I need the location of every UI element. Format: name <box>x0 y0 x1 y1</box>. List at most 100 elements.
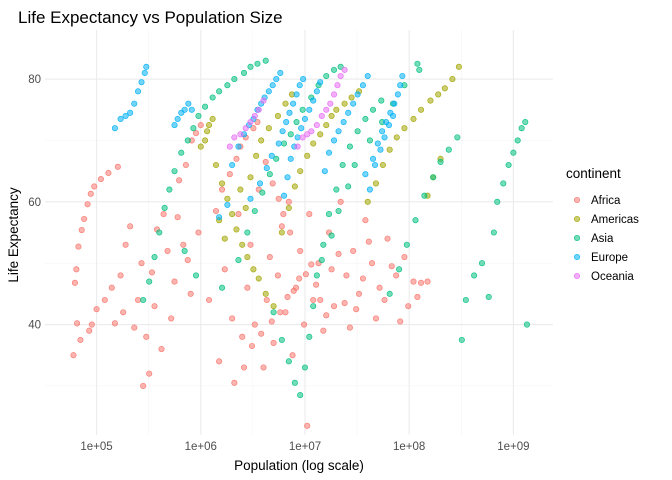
data-point <box>300 76 307 83</box>
data-point <box>263 165 270 172</box>
data-point <box>195 229 202 236</box>
data-point <box>242 125 249 132</box>
data-point <box>282 100 289 107</box>
data-point <box>278 223 285 230</box>
data-point <box>274 112 281 119</box>
data-point <box>328 112 335 119</box>
data-point <box>122 241 129 248</box>
legend-marker <box>573 253 581 261</box>
data-point <box>386 290 393 297</box>
data-point <box>385 122 393 129</box>
data-point <box>345 109 352 116</box>
data-point <box>403 241 410 248</box>
data-point <box>386 146 393 153</box>
data-point <box>455 63 462 70</box>
data-point <box>237 131 244 138</box>
legend-marker <box>573 234 581 242</box>
data-point <box>317 131 324 138</box>
data-point <box>204 128 211 135</box>
data-point <box>221 235 228 242</box>
data-point <box>120 309 127 316</box>
data-point <box>285 198 292 205</box>
x-tick-label: 1e+09 <box>497 441 529 453</box>
data-point <box>297 392 304 399</box>
data-point <box>414 293 421 300</box>
data-point <box>389 112 397 119</box>
data-point <box>441 85 448 92</box>
data-point <box>209 115 216 123</box>
series-africa <box>70 119 431 429</box>
data-point <box>273 76 280 83</box>
data-point <box>251 321 258 328</box>
data-point <box>231 76 238 83</box>
data-point <box>362 217 369 224</box>
data-point <box>247 174 254 181</box>
data-point <box>88 321 95 328</box>
data-point <box>417 106 425 113</box>
data-point <box>285 358 292 365</box>
data-point <box>341 300 348 307</box>
data-point <box>286 109 293 116</box>
data-point <box>134 88 142 95</box>
data-point <box>343 272 350 279</box>
data-point <box>318 112 325 119</box>
data-point <box>197 122 204 129</box>
data-point <box>237 186 244 193</box>
data-point <box>250 125 257 132</box>
data-point <box>216 88 223 95</box>
data-point <box>365 238 372 245</box>
data-point <box>274 272 281 279</box>
data-point <box>328 266 335 273</box>
data-point <box>401 253 408 261</box>
data-point <box>143 63 150 70</box>
data-point <box>478 260 486 267</box>
data-point <box>341 100 348 107</box>
data-point <box>182 161 189 169</box>
data-point <box>485 293 492 300</box>
data-point <box>248 342 256 350</box>
data-point <box>301 321 308 328</box>
data-point <box>341 66 348 73</box>
data-point <box>239 241 246 248</box>
data-point <box>260 364 267 371</box>
data-point <box>247 241 254 248</box>
data-point <box>181 247 188 254</box>
data-point <box>255 275 262 282</box>
data-point <box>445 146 452 153</box>
data-point <box>421 192 428 199</box>
data-point <box>333 106 340 113</box>
data-point <box>294 143 301 150</box>
x-axis-title: Population (log scale) <box>234 458 364 473</box>
data-point <box>410 115 417 123</box>
data-point <box>317 296 324 304</box>
data-point <box>313 272 320 279</box>
data-point <box>277 309 284 316</box>
data-point <box>247 63 254 70</box>
data-point <box>313 88 320 95</box>
data-point <box>266 171 273 178</box>
data-point <box>518 125 525 132</box>
data-point <box>293 91 300 98</box>
data-point <box>160 211 167 218</box>
data-point <box>372 180 380 187</box>
data-point <box>414 60 421 67</box>
data-point <box>212 207 220 215</box>
data-point <box>108 284 115 291</box>
data-point <box>247 119 254 126</box>
data-point <box>181 106 188 113</box>
legend-label: Africa <box>591 195 621 207</box>
data-point <box>151 253 158 261</box>
data-point <box>381 134 388 141</box>
data-point <box>218 186 226 193</box>
data-point <box>397 82 404 89</box>
data-point <box>111 125 118 132</box>
data-point <box>146 278 153 285</box>
data-point <box>397 318 404 325</box>
data-point <box>265 88 272 95</box>
data-point <box>396 266 403 273</box>
data-point <box>369 106 377 113</box>
data-point <box>323 106 330 113</box>
data-point <box>143 333 150 340</box>
data-point <box>372 315 380 322</box>
